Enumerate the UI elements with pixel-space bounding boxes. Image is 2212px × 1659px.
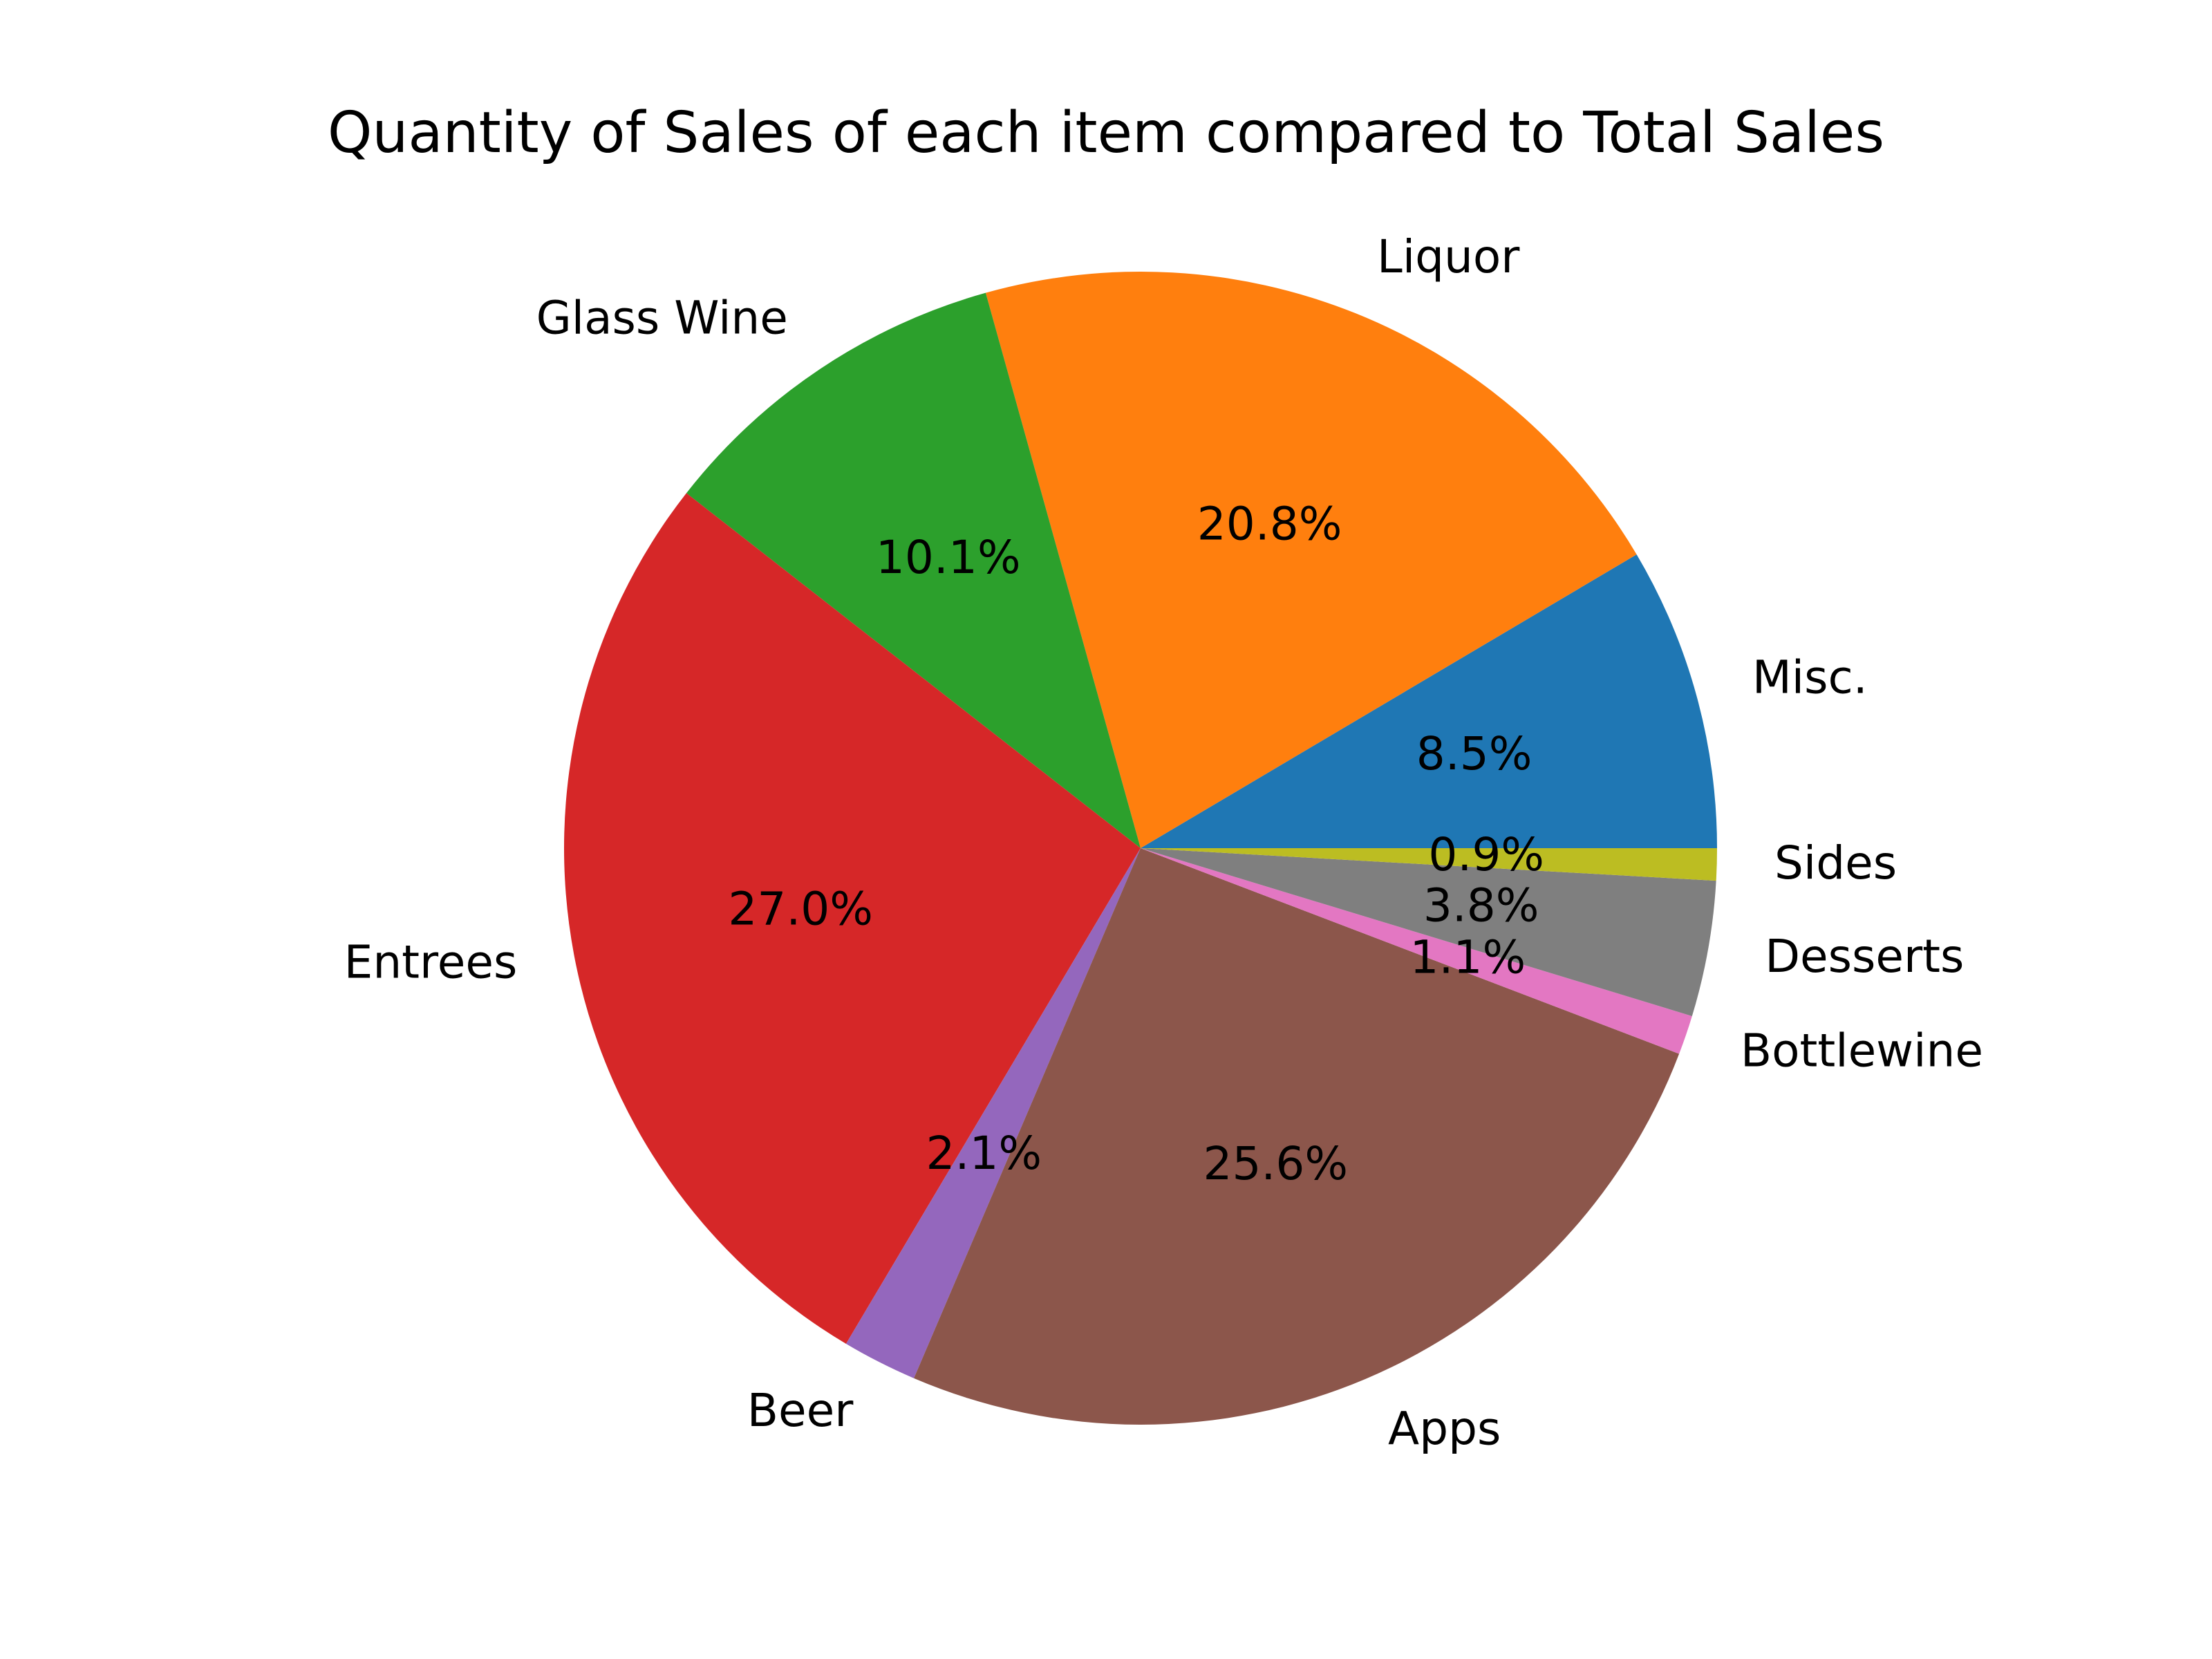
slice-label-glass-wine: Glass Wine [536,292,788,345]
slice-label-misc: Misc. [1752,651,1868,704]
pie-slice-bottlewine [1141,848,1692,1054]
slice-percent-liquor: 20.8% [1197,498,1342,551]
pie-slice-entrees [563,493,1141,1344]
slice-label-beer: Beer [747,1384,854,1437]
slice-label-desserts: Desserts [1765,930,1964,983]
slice-label-apps: Apps [1388,1403,1501,1456]
slice-percent-entrees: 27.0% [728,882,873,935]
pie-slice-beer [845,848,1141,1378]
pie-slice-desserts [1141,848,1716,1016]
slice-percent-desserts: 3.8% [1423,879,1539,932]
slice-percent-bottlewine: 1.1% [1410,930,1526,984]
slice-percent-apps: 25.6% [1203,1137,1348,1190]
pie-slice-misc [1141,554,1717,848]
pie-slice-apps [914,848,1680,1425]
chart-title: Quantity of Sales of each item compared … [328,100,1884,166]
pie-slice-glass-wine [686,292,1141,848]
slice-label-liquor: Liquor [1377,230,1520,283]
pie-slice-liquor [985,271,1637,848]
slice-percent-glass-wine: 10.1% [876,531,1021,584]
pie-labels: Misc. 8.5% Liquor 20.8% Glass Wine 10.1% Entre… [344,230,1983,1456]
pie-slices [563,271,1717,1425]
slice-label-entrees: Entrees [344,935,518,988]
slice-label-sides: Sides [1774,836,1897,890]
pie-slice-sides [1141,848,1717,881]
slice-label-bottlewine: Bottlewine [1741,1024,1983,1078]
slice-percent-sides: 0.9% [1428,828,1544,881]
slice-percent-beer: 2.1% [926,1127,1042,1180]
slice-percent-misc: 8.5% [1416,727,1533,780]
